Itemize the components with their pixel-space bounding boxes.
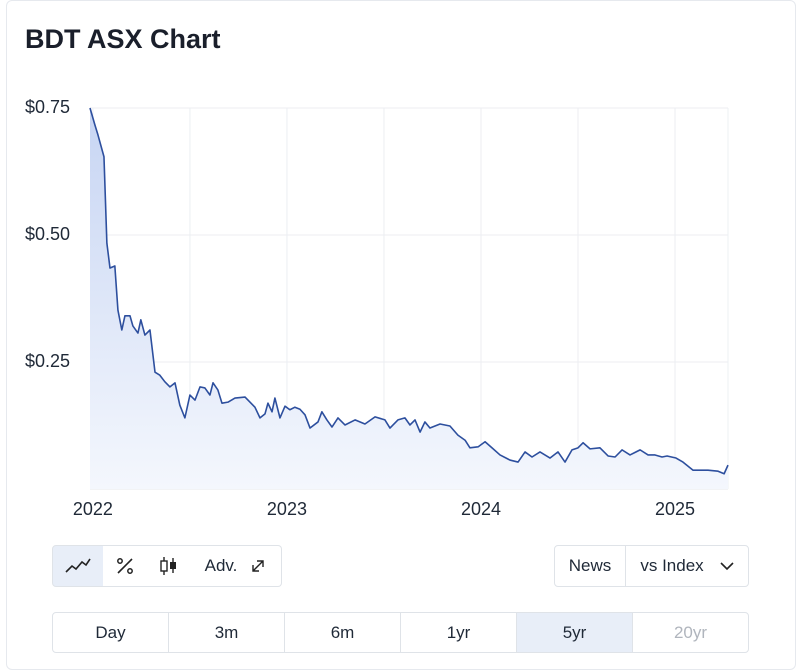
x-tick-label: 2025	[655, 499, 695, 519]
compare-label: vs Index	[640, 556, 704, 575]
expand-icon	[252, 560, 265, 572]
area	[90, 108, 728, 489]
range-button[interactable]: 3m	[168, 612, 285, 653]
percent-button[interactable]	[103, 545, 147, 587]
y-tick-label: $0.75	[25, 97, 70, 117]
chart: BDT ASX Chart $0.25 $0.50 $0.75 2022 2023 202…	[25, 24, 729, 519]
x-tick-label: 2024	[461, 499, 501, 519]
candle-icon	[159, 557, 176, 575]
chart-title: BDT ASX Chart	[25, 24, 221, 54]
y-tick-label: $0.25	[25, 351, 70, 371]
range-button[interactable]: 6m	[284, 612, 401, 653]
line-icon	[65, 558, 91, 573]
x-tick-label: 2022	[73, 499, 113, 519]
y-tick-label: $0.50	[25, 224, 70, 244]
range-button[interactable]: Day	[52, 612, 169, 653]
line-chart-button[interactable]	[52, 545, 104, 587]
range-button[interactable]: 5yr	[516, 612, 633, 653]
range-button[interactable]: 20yr	[632, 612, 749, 653]
x-tick-label: 2023	[267, 499, 307, 519]
chevron-icon	[720, 562, 734, 571]
compare-dropdown[interactable]: vs Index	[625, 545, 749, 587]
advanced-button[interactable]: Adv.	[189, 545, 282, 587]
candlestick-button[interactable]	[146, 545, 190, 587]
news-button[interactable]: News	[554, 545, 626, 587]
percent-icon	[116, 558, 133, 574]
advanced-label: Adv.	[204, 556, 238, 575]
price-line	[89, 107, 729, 475]
range-button[interactable]: 1yr	[400, 612, 517, 653]
news-label: News	[568, 556, 612, 575]
